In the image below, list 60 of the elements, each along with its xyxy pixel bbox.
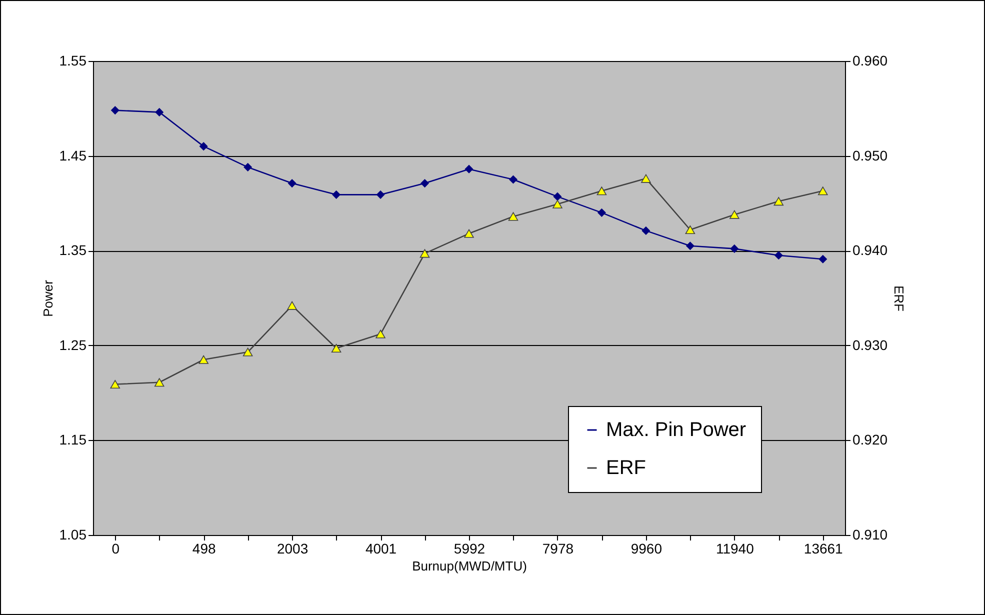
y2-tick-label: 0.950 — [852, 147, 888, 164]
legend-label: ERF — [606, 457, 646, 479]
point — [198, 355, 208, 364]
x-tick-label: 11940 — [716, 540, 754, 556]
point — [287, 301, 297, 310]
point — [774, 251, 783, 260]
y2-tick-label: 0.910 — [852, 526, 888, 542]
point — [508, 212, 518, 221]
point — [242, 348, 253, 356]
x-tick-label: 498 — [192, 540, 216, 556]
point — [509, 175, 518, 184]
point — [774, 197, 784, 206]
y2-tick-label: 0.920 — [852, 432, 888, 448]
point — [596, 186, 607, 196]
x-tick-label: 2003 — [276, 540, 308, 556]
y2-axis-title: ERF — [892, 286, 907, 312]
point — [641, 174, 651, 183]
point — [110, 380, 120, 389]
point — [332, 190, 340, 199]
point — [420, 179, 429, 188]
point — [288, 179, 296, 188]
point — [244, 163, 252, 172]
point — [553, 192, 562, 201]
point — [818, 186, 828, 196]
x-tick-label: 5992 — [454, 540, 486, 556]
point — [730, 244, 739, 253]
point — [598, 208, 606, 217]
point — [818, 255, 827, 264]
y-axis-title: Power — [40, 279, 56, 317]
y2-tick-label: 0.940 — [852, 242, 888, 258]
point — [642, 226, 650, 235]
point — [686, 242, 694, 250]
y-tick-label: 1.35 — [59, 242, 87, 258]
x-axis-title: Burnup(MWD/MTU) — [412, 558, 527, 574]
y-tick-label: 1.55 — [59, 52, 87, 68]
point — [730, 210, 740, 219]
point — [464, 229, 474, 238]
point — [685, 225, 696, 234]
point — [464, 164, 474, 174]
x-tick-label: 0 — [112, 540, 120, 556]
point — [376, 190, 385, 199]
x-tick-label: 9960 — [630, 540, 662, 556]
x-tick-label: 4001 — [365, 540, 397, 556]
y-tick-label: 1.15 — [59, 432, 87, 448]
point — [376, 330, 386, 338]
x-tick-label: 13661 — [804, 540, 844, 556]
point — [331, 344, 342, 353]
point — [155, 108, 164, 116]
y-tick-label: 1.25 — [59, 336, 87, 353]
legend-label: Max. Pin Power — [606, 419, 746, 441]
point — [552, 200, 562, 208]
point — [420, 249, 430, 258]
y2-tick-label: 0.960 — [852, 52, 888, 68]
y-tick-label: 1.45 — [59, 147, 87, 164]
x-tick-label: 7978 — [542, 540, 574, 556]
y2-tick-label: 0.930 — [852, 336, 888, 353]
point — [199, 142, 208, 150]
point — [154, 378, 164, 387]
point — [111, 106, 120, 114]
y-tick-label: 1.05 — [59, 526, 87, 542]
